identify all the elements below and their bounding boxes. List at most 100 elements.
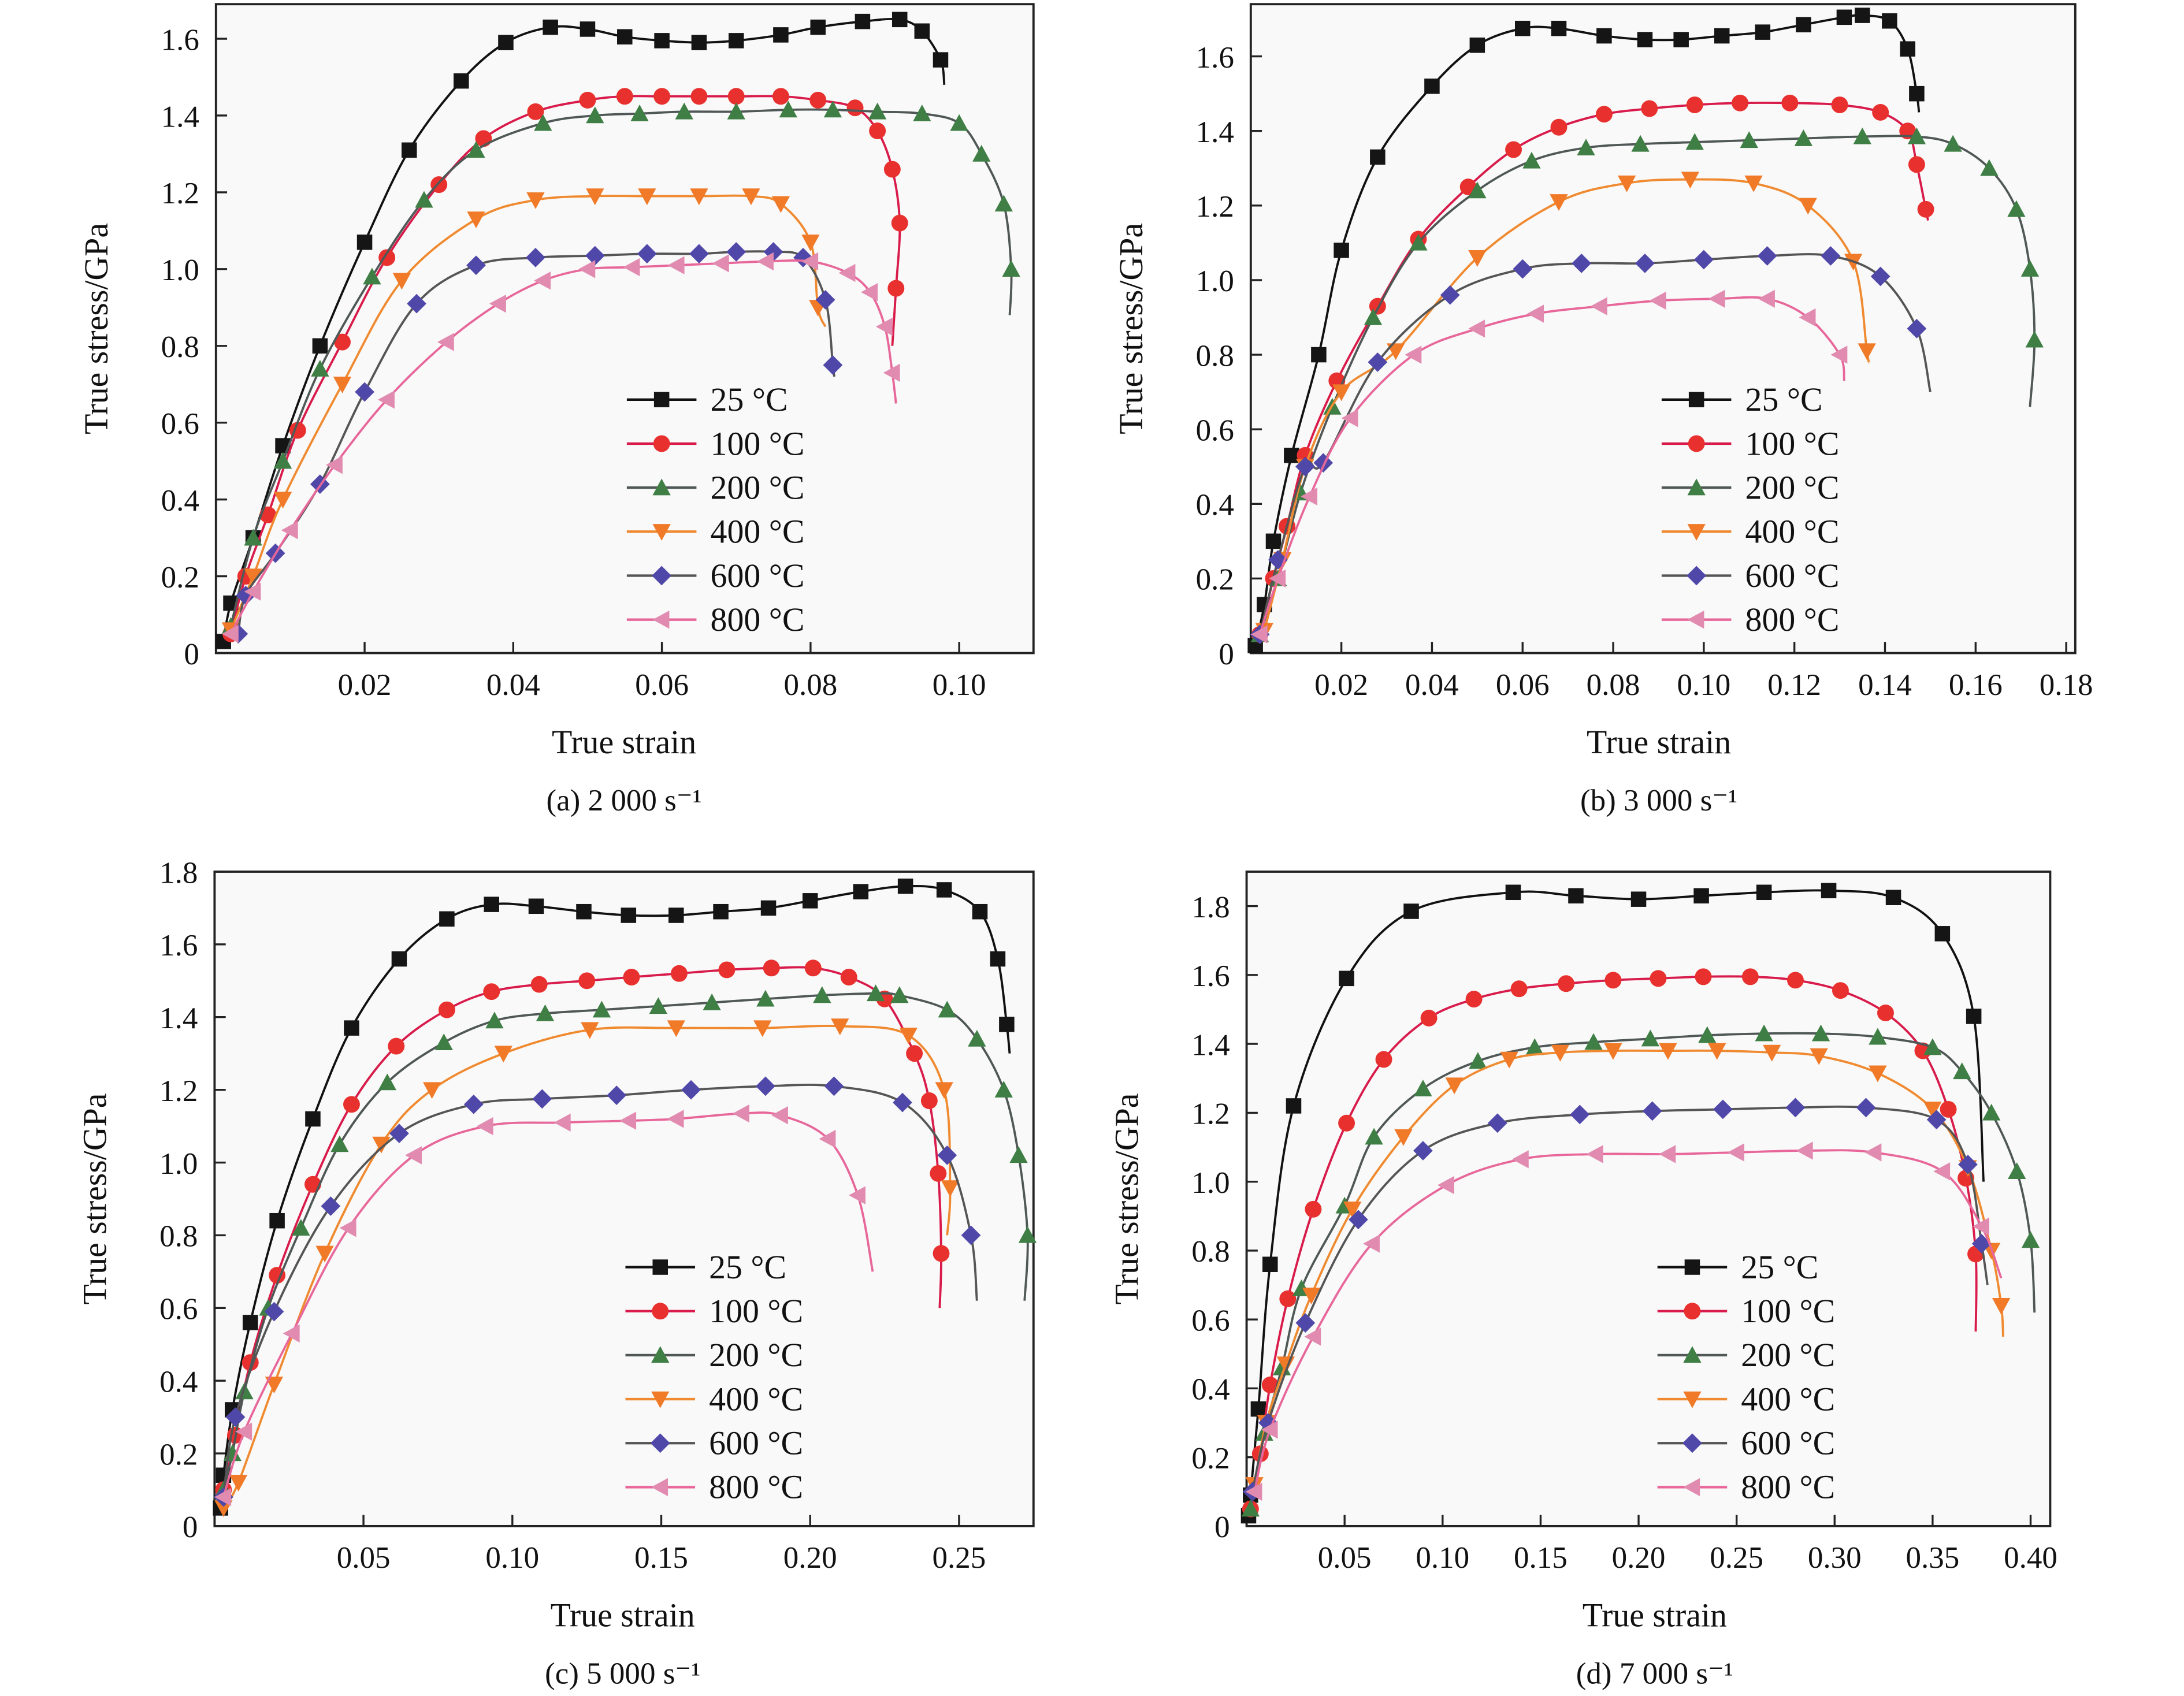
data-point-marker bbox=[543, 19, 558, 35]
data-point-marker bbox=[1755, 24, 1771, 40]
data-point-marker bbox=[935, 1082, 953, 1099]
legend-marker bbox=[1683, 1478, 1700, 1497]
data-point-marker bbox=[727, 88, 745, 105]
x-tick-label: 0.10 bbox=[485, 1541, 539, 1575]
legend-label: 400 °C bbox=[711, 513, 805, 551]
legend-label: 400 °C bbox=[1741, 1380, 1835, 1418]
data-point-marker bbox=[933, 52, 949, 68]
data-point-marker bbox=[463, 1094, 484, 1114]
y-tick-label: 0.4 bbox=[159, 1365, 198, 1399]
data-point-marker bbox=[690, 188, 708, 206]
data-point-marker bbox=[1250, 625, 1268, 644]
data-point-marker bbox=[1686, 96, 1703, 113]
x-tick-label: 0.20 bbox=[783, 1541, 837, 1575]
data-point-marker bbox=[804, 959, 822, 977]
data-point-marker bbox=[1468, 250, 1487, 267]
data-point-marker bbox=[619, 1111, 637, 1130]
data-point-marker bbox=[585, 246, 605, 266]
x-tick-label: 0.10 bbox=[1677, 668, 1730, 702]
data-point-marker bbox=[484, 897, 499, 912]
data-point-marker bbox=[1304, 1327, 1321, 1346]
data-point-marker bbox=[972, 144, 991, 162]
data-point-marker bbox=[2021, 1231, 2040, 1248]
data-point-marker bbox=[938, 1001, 956, 1018]
data-point-marker bbox=[1695, 968, 1712, 985]
data-point-marker bbox=[968, 1029, 986, 1047]
x-axis-label: True strain bbox=[1587, 723, 1731, 761]
data-point-marker bbox=[1856, 1098, 1876, 1118]
legend-marker bbox=[1687, 524, 1706, 541]
data-point-marker bbox=[434, 1033, 453, 1051]
legend-item: 800 °C bbox=[1657, 1468, 1835, 1506]
data-point-marker bbox=[668, 907, 684, 923]
legend-label: 100 °C bbox=[711, 425, 805, 462]
legend-label: 200 °C bbox=[1741, 1336, 1835, 1374]
data-point-marker bbox=[1305, 1200, 1322, 1218]
data-point-marker bbox=[868, 102, 887, 120]
y-tick-label: 1.2 bbox=[159, 1074, 198, 1108]
data-point-marker bbox=[1617, 175, 1636, 192]
data-point-marker bbox=[1403, 903, 1419, 919]
data-point-marker bbox=[1756, 884, 1772, 901]
data-point-marker bbox=[1465, 991, 1483, 1008]
y-tick-label: 1.4 bbox=[1191, 1028, 1230, 1062]
y-tick-label: 0.8 bbox=[1196, 339, 1234, 373]
data-point-marker bbox=[869, 122, 886, 140]
data-point-marker bbox=[1755, 1024, 1773, 1042]
data-point-marker bbox=[728, 33, 744, 49]
series-600c bbox=[1250, 246, 1932, 645]
data-point-marker bbox=[1811, 1024, 1830, 1042]
data-point-marker bbox=[1885, 890, 1901, 905]
plot-area bbox=[213, 871, 1035, 1527]
data-point-marker bbox=[846, 99, 864, 117]
data-point-marker bbox=[667, 1110, 684, 1128]
data-point-marker bbox=[1002, 260, 1020, 277]
data-point-marker bbox=[1869, 1065, 1887, 1083]
data-point-marker bbox=[941, 1180, 960, 1197]
data-point-marker bbox=[1786, 972, 1804, 989]
series-800c bbox=[214, 1104, 874, 1507]
data-point-marker bbox=[1631, 135, 1650, 152]
data-point-marker bbox=[483, 983, 500, 1001]
data-point-marker bbox=[621, 907, 637, 923]
data-point-marker bbox=[1009, 1146, 1028, 1163]
data-point-marker bbox=[422, 1082, 441, 1099]
data-point-marker bbox=[690, 88, 708, 105]
x-tick-label: 0.20 bbox=[1612, 1541, 1666, 1575]
data-point-marker bbox=[415, 191, 433, 208]
legend-label: 800 °C bbox=[709, 1468, 803, 1506]
data-point-marker bbox=[1714, 28, 1730, 44]
x-tick-label: 0.04 bbox=[486, 668, 540, 702]
data-point-marker bbox=[617, 29, 633, 44]
legend-label: 800 °C bbox=[711, 601, 805, 638]
data-point-marker bbox=[401, 142, 417, 158]
series-line bbox=[229, 194, 827, 631]
series-line bbox=[222, 992, 1029, 1490]
x-tick-label: 0.08 bbox=[1587, 668, 1640, 702]
data-point-marker bbox=[592, 1001, 611, 1018]
data-point-marker bbox=[1694, 250, 1714, 270]
data-point-marker bbox=[1468, 319, 1485, 338]
data-point-marker bbox=[476, 1117, 493, 1136]
data-point-marker bbox=[732, 1104, 749, 1123]
legend-marker bbox=[652, 611, 670, 629]
data-point-marker bbox=[1944, 135, 1962, 152]
legend-label: 800 °C bbox=[1741, 1468, 1835, 1506]
legend-item: 25 °C bbox=[1657, 1248, 1818, 1286]
data-point-marker bbox=[407, 293, 426, 314]
legend-marker bbox=[650, 1433, 670, 1453]
data-point-marker bbox=[890, 986, 909, 1003]
data-point-marker bbox=[265, 1377, 284, 1394]
data-point-marker bbox=[1781, 94, 1799, 111]
data-point-marker bbox=[1338, 1114, 1355, 1132]
panel-caption: (d) 7 000 s⁻¹ bbox=[1576, 1657, 1733, 1690]
data-point-marker bbox=[1971, 1234, 1992, 1254]
legend-label: 25 °C bbox=[709, 1248, 786, 1286]
legend-item: 600 °C bbox=[626, 557, 804, 594]
legend-label: 200 °C bbox=[1745, 468, 1840, 506]
data-point-marker bbox=[1279, 1290, 1297, 1307]
y-tick-label: 1.6 bbox=[1191, 959, 1230, 993]
data-point-marker bbox=[913, 104, 931, 121]
data-point-marker bbox=[1740, 131, 1758, 148]
data-point-marker bbox=[1370, 149, 1386, 165]
